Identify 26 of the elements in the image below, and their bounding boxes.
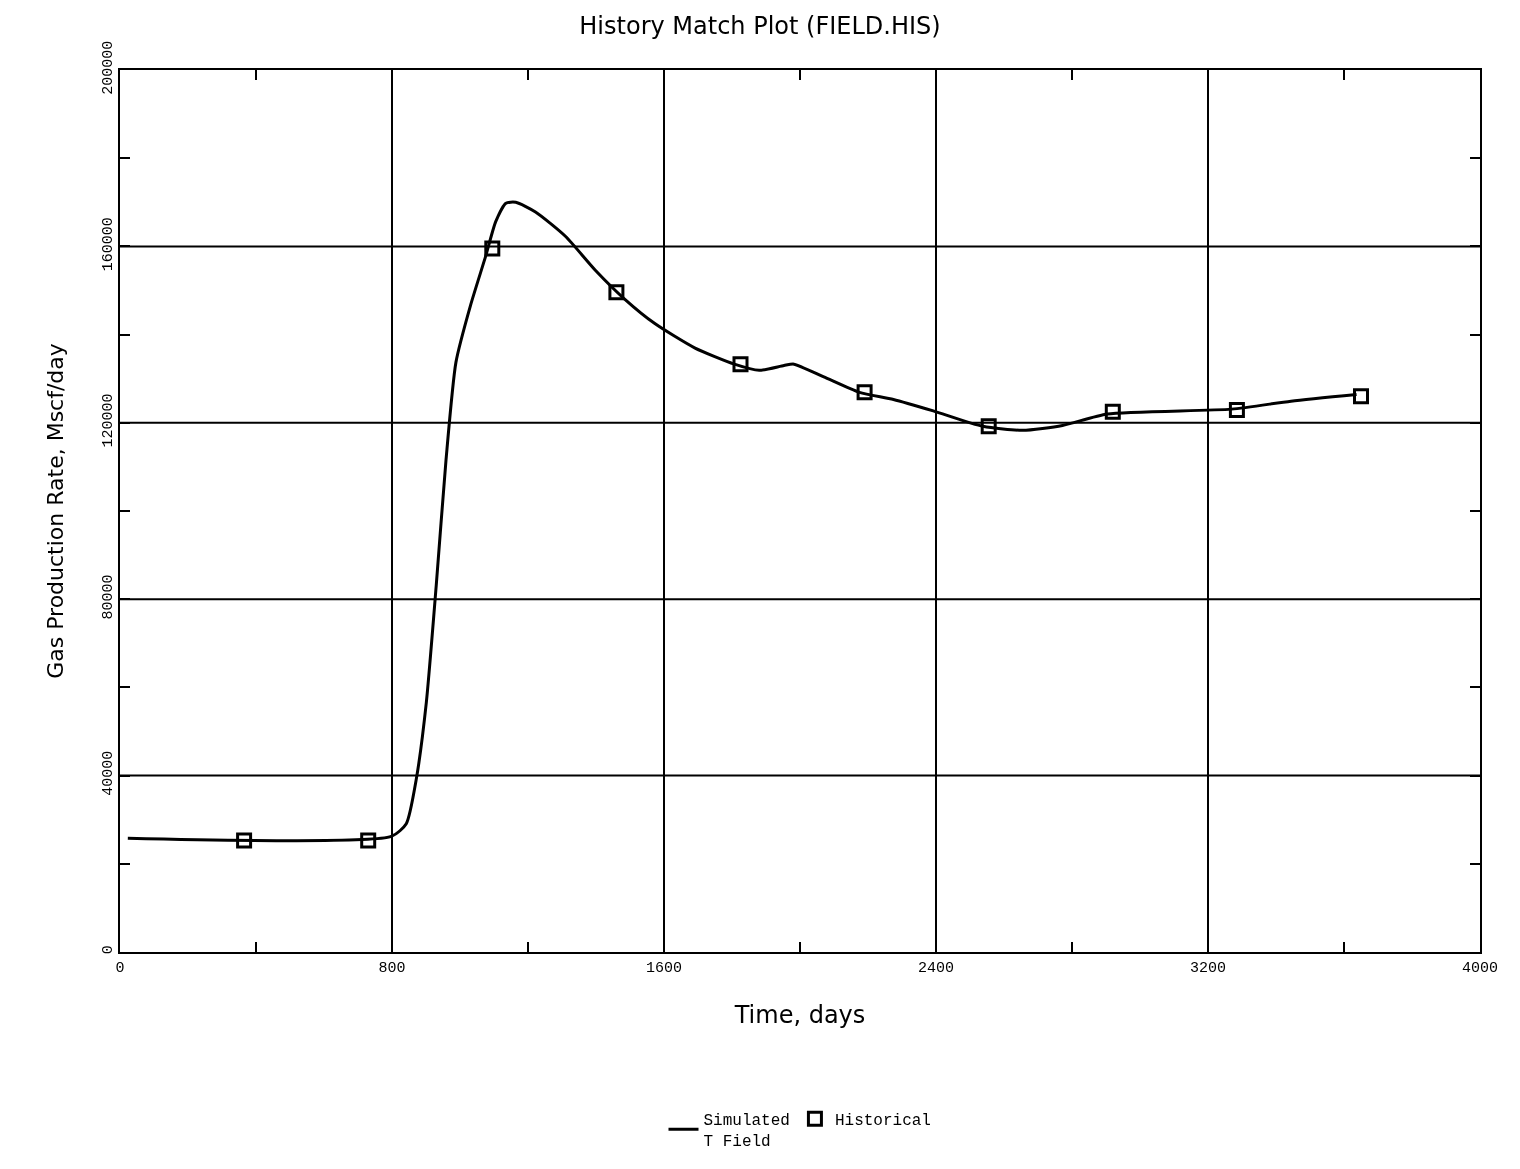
point xyxy=(1353,388,1369,405)
y-tick-label: 160000 xyxy=(100,217,117,272)
legend-label: Simulated T Field xyxy=(703,1112,790,1151)
point xyxy=(732,356,749,373)
point xyxy=(856,384,873,401)
x-tick-label: 800 xyxy=(378,960,406,977)
y-axis-title: Gas Production Rate, Mscf/day xyxy=(43,343,69,679)
point xyxy=(1228,402,1245,419)
point xyxy=(608,284,625,301)
legend-label: Historical xyxy=(834,1112,931,1131)
y-tick-label: 80000 xyxy=(100,574,117,620)
point xyxy=(360,832,377,849)
y-tick-label: 40000 xyxy=(100,750,117,796)
y-tick-label: 0 xyxy=(100,945,117,955)
point xyxy=(484,240,501,257)
y-tick-label: 120000 xyxy=(100,393,117,448)
x-tick-label: 2400 xyxy=(917,960,955,977)
x-tick-label: 1600 xyxy=(645,960,683,977)
point xyxy=(1104,403,1121,420)
point xyxy=(980,418,997,435)
x-tick-label: 4000 xyxy=(1461,960,1499,977)
point xyxy=(236,832,253,849)
x-tick-label: 3200 xyxy=(1189,960,1227,977)
x-axis-title: Time, days xyxy=(733,1000,866,1029)
y-tick-label: 200000 xyxy=(100,40,117,95)
chart-title: History Match Plot (FIELD.HIS) xyxy=(579,12,941,41)
